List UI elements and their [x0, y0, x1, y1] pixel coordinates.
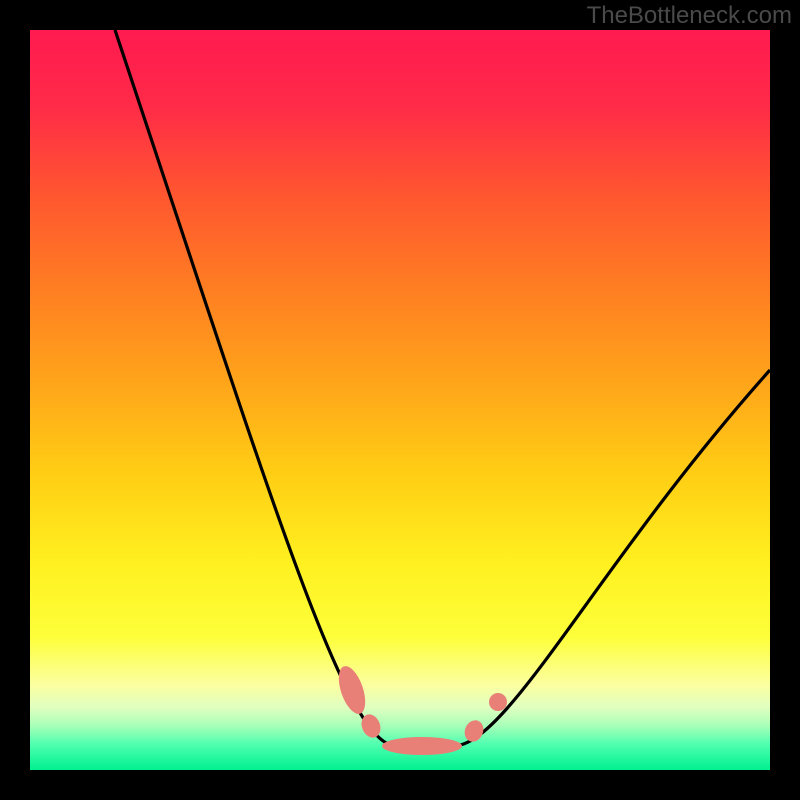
valley-marker	[489, 693, 507, 711]
watermark-text: TheBottleneck.com	[587, 2, 792, 30]
chart-svg	[0, 0, 800, 800]
plot-area	[30, 30, 770, 770]
chart-canvas: TheBottleneck.com	[0, 0, 800, 800]
valley-marker	[382, 737, 462, 755]
